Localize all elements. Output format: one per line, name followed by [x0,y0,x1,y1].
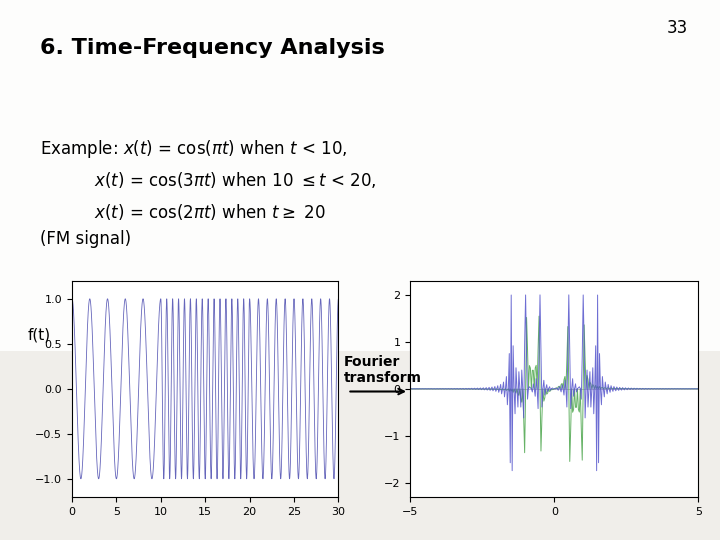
Text: $x(t)$ = cos($3\pi t$) when 10 $\leq t$ < 20,: $x(t)$ = cos($3\pi t$) when 10 $\leq t$ … [94,170,376,190]
Text: $x(t)$ = cos($2\pi t$) when $t\geq$ 20: $x(t)$ = cos($2\pi t$) when $t\geq$ 20 [94,202,325,222]
Text: (FM signal): (FM signal) [40,230,131,247]
Text: Fourier
transform: Fourier transform [344,355,422,385]
Text: Example: $x(t)$ = cos($\pi t$) when $t$ < 10,: Example: $x(t)$ = cos($\pi t$) when $t$ … [40,138,347,160]
Text: f(t): f(t) [28,327,51,342]
Text: 6. Time-Frequency Analysis: 6. Time-Frequency Analysis [40,38,384,58]
Text: 33: 33 [666,19,688,37]
